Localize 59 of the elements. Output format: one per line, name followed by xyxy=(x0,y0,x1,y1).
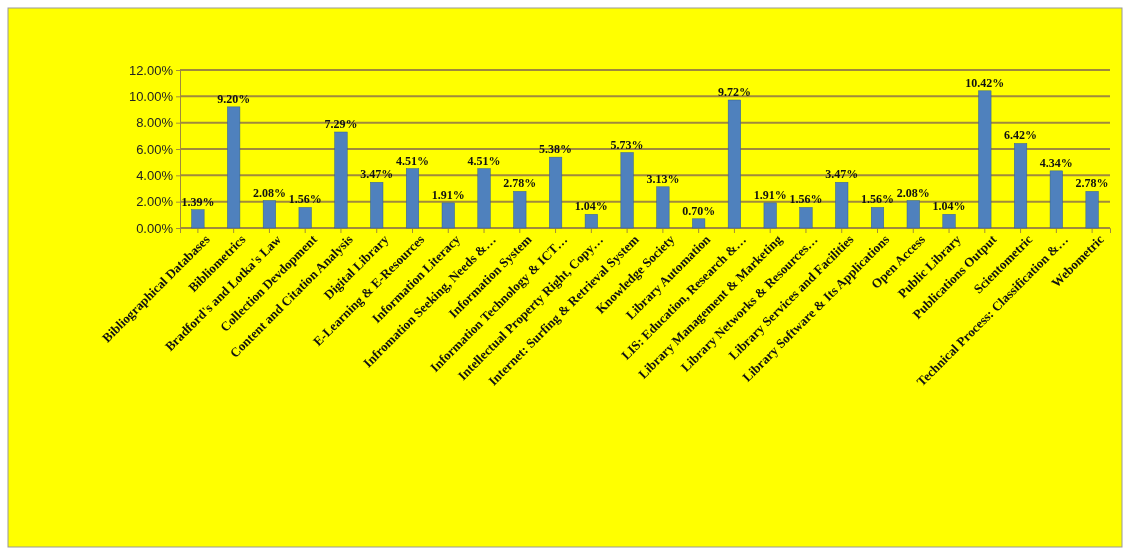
bar xyxy=(227,106,241,229)
bar xyxy=(262,200,276,229)
y-tick-label: 8.00% xyxy=(136,115,174,131)
bar xyxy=(1049,170,1063,229)
data-label: 4.34% xyxy=(1039,155,1073,170)
data-label: 3.47% xyxy=(360,167,394,182)
bar xyxy=(405,168,420,229)
data-label: 3.47% xyxy=(825,167,859,182)
bar xyxy=(370,182,384,229)
data-label: 1.04% xyxy=(574,199,608,214)
bar xyxy=(763,202,777,229)
bar xyxy=(870,207,885,229)
y-tick-label: 4.00% xyxy=(136,167,174,183)
bar xyxy=(334,131,348,229)
y-tick-label: 0.00% xyxy=(136,220,174,236)
data-label: 5.73% xyxy=(610,137,644,152)
data-label: 2.78% xyxy=(503,176,537,191)
y-tick-label: 10.00% xyxy=(128,88,174,104)
data-label: 0.70% xyxy=(682,203,716,218)
data-label: 1.56% xyxy=(861,192,894,207)
data-label: 9.72% xyxy=(717,85,751,100)
data-label: 1.39% xyxy=(181,194,215,209)
data-label: 6.42% xyxy=(1004,128,1038,143)
bar xyxy=(1014,143,1028,229)
bar xyxy=(835,182,849,229)
bar xyxy=(692,218,706,229)
data-label: 1.56% xyxy=(789,192,823,207)
data-label: 4.51% xyxy=(396,153,429,168)
bar xyxy=(906,200,920,229)
data-label: 2.78% xyxy=(1075,176,1109,191)
data-label: 7.29% xyxy=(324,117,358,132)
bar xyxy=(978,90,992,229)
bar xyxy=(513,191,527,229)
bar xyxy=(191,209,205,229)
bar xyxy=(620,152,634,229)
bar xyxy=(477,168,491,229)
y-tick-label: 2.00% xyxy=(136,194,174,210)
bar xyxy=(656,186,670,229)
data-label: 1.91% xyxy=(431,187,465,202)
bar xyxy=(799,207,813,229)
bar xyxy=(942,214,956,229)
bar xyxy=(441,202,455,229)
y-tick-label: 12.00% xyxy=(128,62,174,78)
data-label: 1.56% xyxy=(288,192,322,207)
data-label: 10.42% xyxy=(965,75,1005,90)
y-tick-label: 6.00% xyxy=(136,141,174,157)
bar xyxy=(727,99,741,229)
data-label: 1.04% xyxy=(932,199,966,214)
bar xyxy=(298,207,312,229)
data-label: 9.20% xyxy=(217,91,251,106)
data-label: 5.38% xyxy=(539,142,573,157)
bar xyxy=(1085,191,1099,229)
data-label: 3.13% xyxy=(646,171,680,186)
bar xyxy=(584,214,598,229)
data-label: 2.08% xyxy=(896,185,930,200)
data-label: 1.91% xyxy=(753,187,787,202)
data-label: 4.51% xyxy=(467,153,501,168)
bar xyxy=(549,156,563,229)
data-label: 2.08% xyxy=(252,185,286,200)
